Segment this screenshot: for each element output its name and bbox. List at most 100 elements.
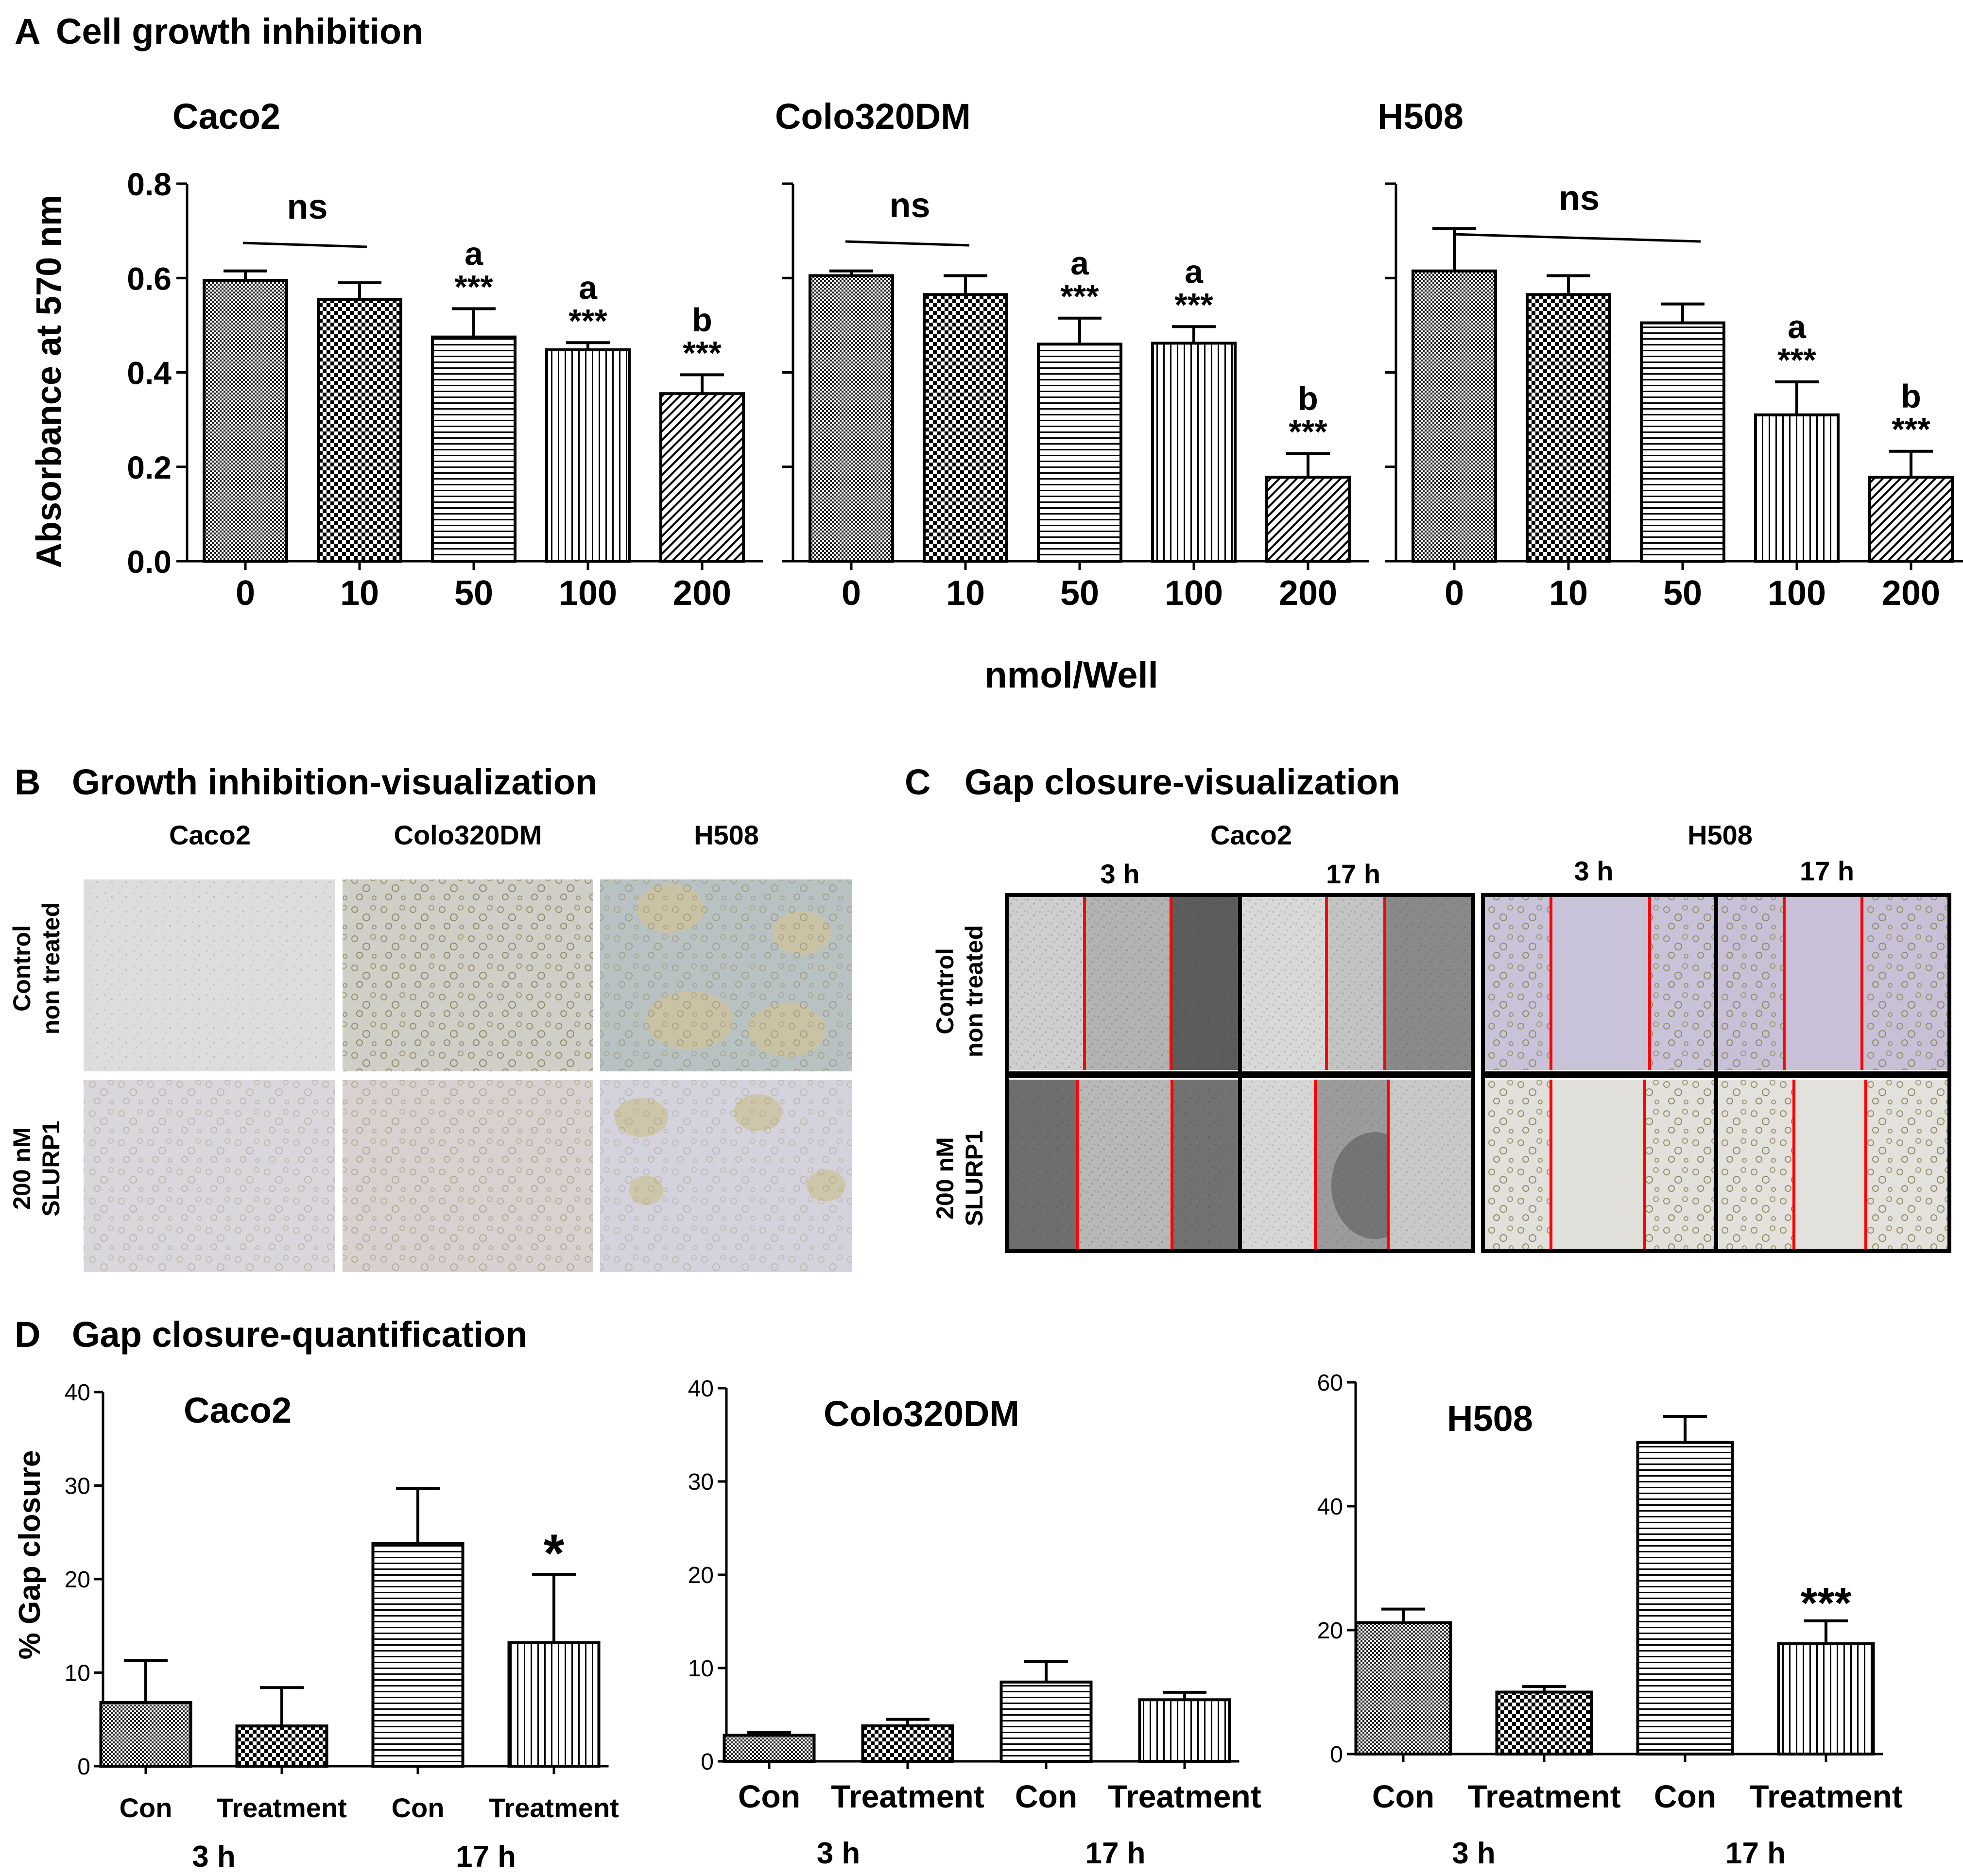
bar bbox=[545, 348, 631, 563]
x-tick-label: 50 bbox=[454, 574, 493, 613]
x-tick-label: 10 bbox=[946, 574, 985, 613]
panel-c-group-caco2: Caco2 bbox=[1210, 820, 1292, 850]
y-tick-label: 40 bbox=[1317, 1494, 1343, 1520]
bar bbox=[1640, 321, 1725, 563]
x-tick-label: 100 bbox=[559, 574, 617, 613]
row-label-line2: SLURP1 bbox=[961, 1130, 988, 1226]
x-tick-label: Treatment bbox=[489, 1792, 619, 1823]
ns-bracket bbox=[242, 241, 367, 248]
significance-stars: *** bbox=[1174, 286, 1213, 323]
panel-d-title: Gap closure-quantification bbox=[72, 1314, 527, 1355]
chart-title: H508 bbox=[1447, 1398, 1533, 1439]
y-tick-label: 0.8 bbox=[127, 166, 172, 202]
y-tick-label: 20 bbox=[688, 1563, 714, 1588]
bar bbox=[371, 1542, 465, 1768]
y-tick-label: 0.2 bbox=[127, 449, 172, 485]
x-tick-label: 10 bbox=[340, 574, 379, 613]
bar bbox=[1138, 1698, 1231, 1763]
bar bbox=[1151, 342, 1237, 563]
time-label: 17 h bbox=[1725, 1837, 1786, 1870]
y-tick-label: 0 bbox=[77, 1754, 90, 1780]
x-tick-label: Treatment bbox=[1108, 1778, 1261, 1814]
significance-stars: *** bbox=[1800, 1579, 1851, 1628]
x-tick-label: 0 bbox=[236, 574, 255, 613]
y-tick-label: 60 bbox=[1317, 1370, 1343, 1396]
scratch-caco2-17h-control bbox=[1240, 895, 1473, 1070]
scratch-h508-3h-treated bbox=[1483, 1080, 1716, 1251]
y-tick-label: 40 bbox=[688, 1376, 714, 1402]
bar bbox=[1495, 1690, 1593, 1756]
chart-d-h508: H508 0 20 40 60 Con Treatment Con Treatment *** 3 … bbox=[1317, 1370, 1903, 1870]
significance-letter: b bbox=[1298, 380, 1318, 417]
ns-bracket bbox=[845, 240, 970, 247]
panel-c-letter: C bbox=[905, 762, 930, 802]
panel-b-col-colo320dm: Colo320DM bbox=[394, 820, 542, 850]
time-label: 3 h bbox=[1452, 1837, 1496, 1870]
chart-title: Colo320DM bbox=[775, 96, 971, 137]
bar bbox=[1868, 476, 1954, 563]
micrograph-colo320dm-treated bbox=[343, 1080, 593, 1272]
y-tick-label: 0.4 bbox=[127, 355, 172, 391]
bar bbox=[235, 1724, 328, 1768]
x-tick-label: 50 bbox=[1060, 574, 1099, 613]
panel-d-ylabel: % Gap closure bbox=[13, 1450, 47, 1660]
bar bbox=[1037, 343, 1122, 563]
micrograph-colo320dm-control bbox=[343, 879, 593, 1071]
panel-a-letter: A bbox=[15, 11, 40, 52]
panel-c-title: Gap closure-visualization bbox=[964, 762, 1400, 802]
x-tick-label: 0 bbox=[842, 574, 861, 613]
significance-stars: *** bbox=[1289, 413, 1327, 450]
panel-b-title: Growth inhibition-visualization bbox=[72, 762, 597, 802]
ns-label: ns bbox=[1559, 179, 1600, 218]
y-tick-label: 30 bbox=[65, 1474, 90, 1499]
panel-b-row-label-treated: 200 nM SLURP1 bbox=[8, 1120, 65, 1216]
x-tick-label: 100 bbox=[1165, 574, 1223, 613]
panel-b-col-caco2: Caco2 bbox=[169, 820, 251, 850]
row-label-line2: non treated bbox=[961, 925, 988, 1057]
y-tick-label: 0.6 bbox=[127, 260, 172, 296]
panel-c-time-caco2-3h: 3 h bbox=[1101, 859, 1140, 889]
significance-letter: a bbox=[1185, 253, 1204, 290]
x-tick-label: 50 bbox=[1663, 574, 1702, 613]
y-tick-label: 20 bbox=[65, 1567, 90, 1593]
panel-b: B Growth inhibition-visualization Caco2 … bbox=[8, 762, 852, 1272]
bar bbox=[1265, 476, 1351, 563]
scratch-caco2-17h-treated bbox=[1240, 1080, 1473, 1251]
x-tick-label: Con bbox=[738, 1778, 800, 1814]
panel-c-time-h508-3h: 3 h bbox=[1574, 856, 1614, 886]
y-tick-label: 0 bbox=[1330, 1742, 1343, 1768]
panel-b-row-label-control: Control non treated bbox=[8, 902, 65, 1034]
ns-label: ns bbox=[889, 186, 930, 225]
panel-c-time-caco2-17h: 17 h bbox=[1326, 859, 1380, 889]
x-tick-label: Con bbox=[1654, 1778, 1716, 1814]
micrograph-h508-control bbox=[600, 879, 852, 1071]
chart-d-colo320dm: Colo320DM 0 10 20 30 40 Con Treatment Con Treatme… bbox=[688, 1376, 1261, 1870]
row-label-line1: 200 nM bbox=[931, 1137, 959, 1220]
significance-letter: a bbox=[1788, 309, 1807, 345]
scratch-h508-17h-treated bbox=[1716, 1080, 1949, 1251]
bar bbox=[923, 293, 1008, 563]
x-tick-label: Treatment bbox=[217, 1792, 347, 1823]
panel-c-row-label-control: Control non treated bbox=[931, 925, 988, 1057]
y-tick-label: 0.0 bbox=[127, 544, 172, 580]
significance-stars: *** bbox=[1060, 278, 1099, 315]
significance-letter: b bbox=[1901, 378, 1921, 415]
panel-d-letter: D bbox=[15, 1314, 40, 1355]
y-tick-label: 30 bbox=[688, 1469, 714, 1495]
x-tick-label: 200 bbox=[1279, 574, 1337, 613]
bar bbox=[1754, 413, 1840, 563]
chart-title: Caco2 bbox=[184, 1390, 292, 1430]
y-tick-label: 10 bbox=[65, 1661, 90, 1687]
row-label-line1: Control bbox=[931, 948, 959, 1034]
bar bbox=[723, 1734, 816, 1763]
significance-letter: a bbox=[1070, 245, 1089, 282]
significance-stars: *** bbox=[568, 302, 607, 339]
significance-letter: b bbox=[692, 301, 712, 338]
y-tick-label: 20 bbox=[1317, 1618, 1343, 1644]
panel-c-group-h508: H508 bbox=[1687, 820, 1753, 850]
significance-stars: *** bbox=[1892, 411, 1930, 448]
bar bbox=[1636, 1441, 1734, 1756]
